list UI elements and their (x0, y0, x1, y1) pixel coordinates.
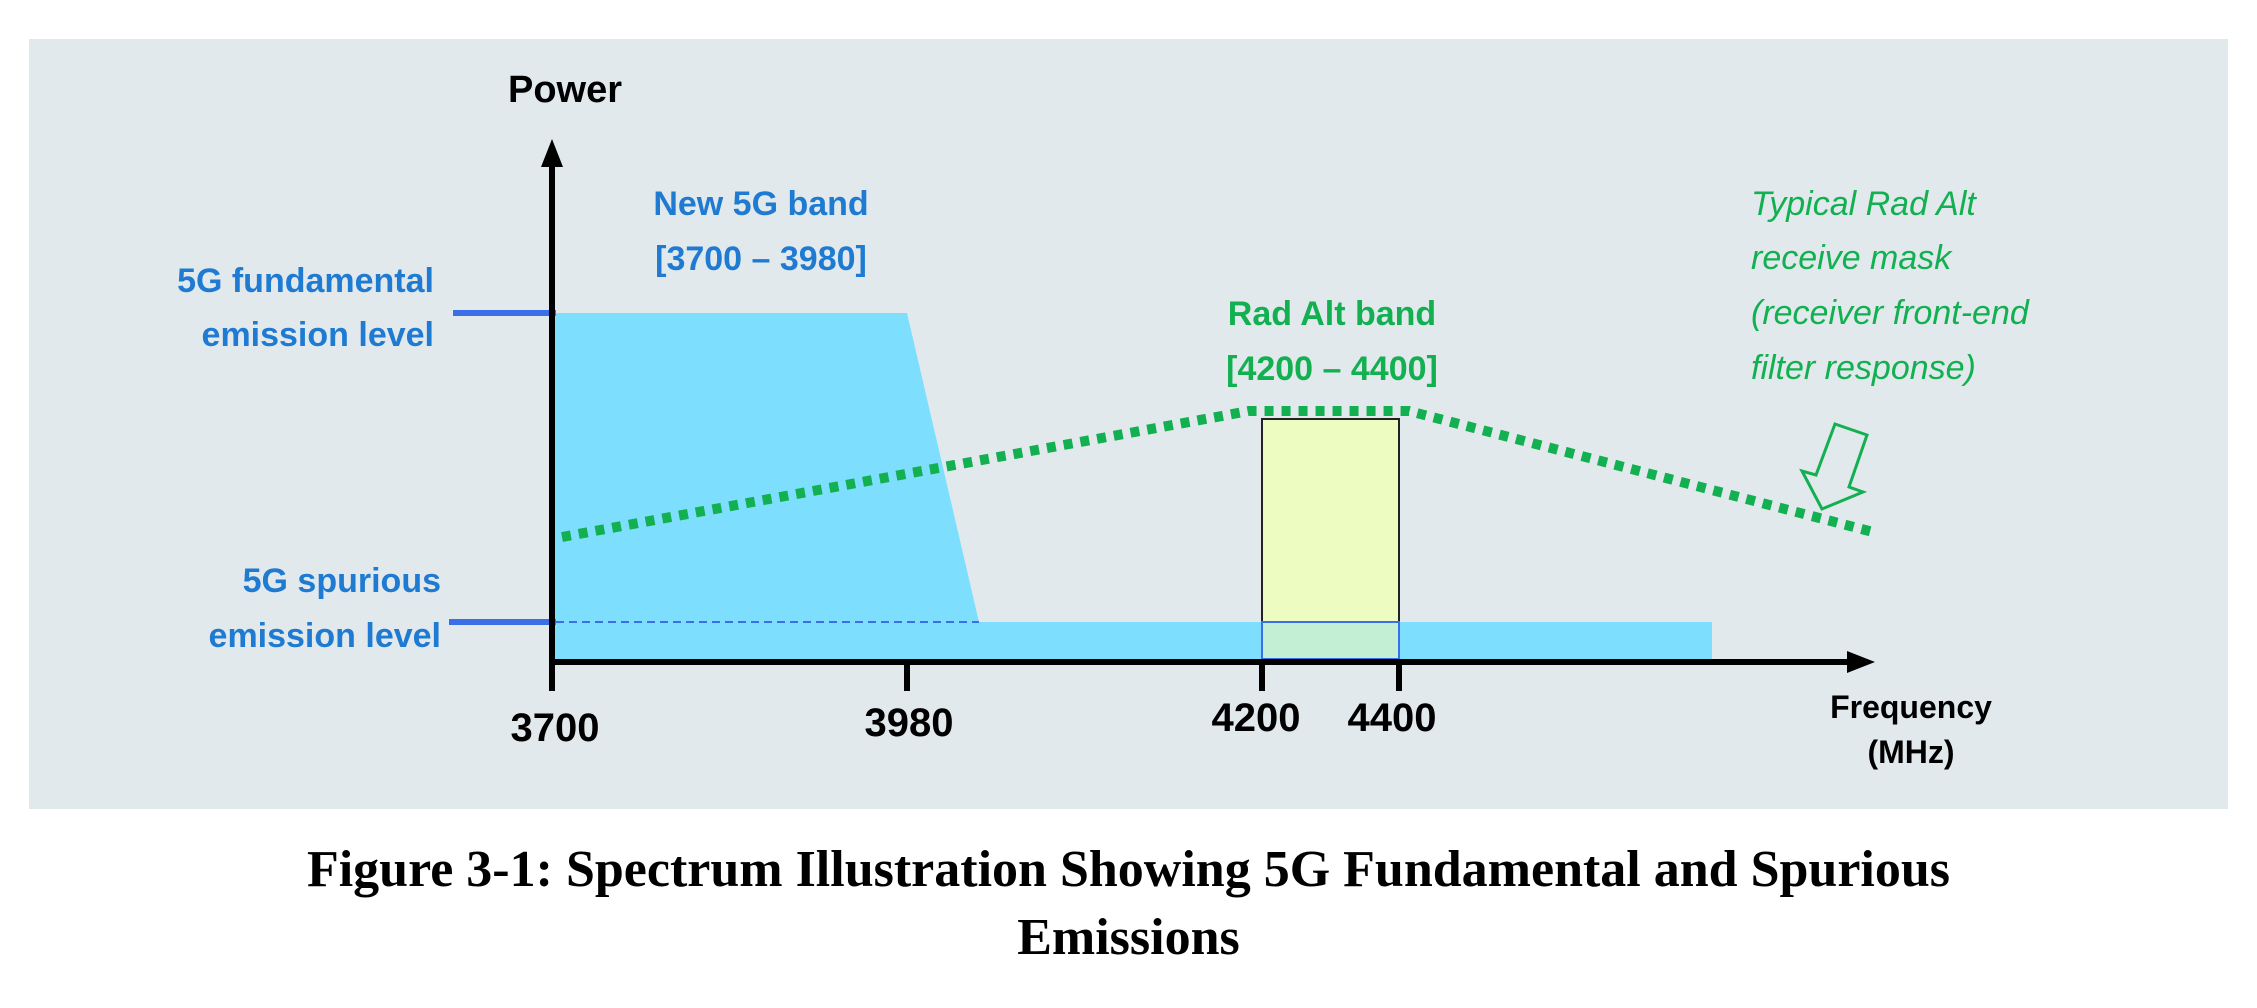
mask-note-line2: receive mask (1751, 239, 1953, 277)
new-5g-band-label-line2: [3700 – 3980] (655, 240, 867, 278)
rad-alt-band-label-line1: Rad Alt band (1228, 295, 1436, 333)
mask-note-line1: Typical Rad Alt (1751, 185, 1977, 223)
x-axis-title-line2: (MHz) (1867, 734, 1954, 770)
spurious-level-label-line1: 5G spurious (243, 562, 441, 600)
rad-alt-overlap-area (1263, 622, 1398, 659)
y-axis-title: Power (508, 69, 622, 111)
figure-caption: Figure 3-1: Spectrum Illustration Showin… (0, 836, 2257, 972)
rad-alt-band-label-line2: [4200 – 4400] (1226, 350, 1438, 388)
mask-note-line4: filter response) (1751, 349, 1976, 387)
tick-label-3980: 3980 (865, 701, 954, 745)
mask-note-line3: (receiver front-end (1751, 294, 2030, 332)
fundamental-level-label-line2: emission level (202, 316, 434, 354)
x-axis-title-line1: Frequency (1830, 689, 1992, 725)
mask-pointer-arrow-icon (1799, 422, 1869, 511)
new-5g-band-label-line1: New 5G band (653, 185, 868, 223)
5g-emission-area (554, 313, 1712, 659)
tick-label-3700: 3700 (511, 706, 600, 750)
spectrum-diagram: 3700 3980 4200 4400 Power Frequency (MHz… (177, 69, 2030, 770)
figure-caption-line2: Emissions (1017, 909, 1240, 966)
y-axis-arrowhead (541, 139, 563, 167)
rad-alt-band-box (1261, 418, 1400, 660)
tick-label-4400: 4400 (1348, 696, 1437, 740)
spurious-level-label-line2: emission level (209, 617, 441, 655)
x-axis-arrowhead (1847, 651, 1875, 673)
diagram-panel: 3700 3980 4200 4400 Power Frequency (MHz… (29, 39, 2228, 809)
tick-label-4200: 4200 (1212, 696, 1301, 740)
fundamental-level-label-line1: 5G fundamental (177, 262, 434, 300)
figure-caption-line1: Figure 3-1: Spectrum Illustration Showin… (306, 841, 1951, 898)
